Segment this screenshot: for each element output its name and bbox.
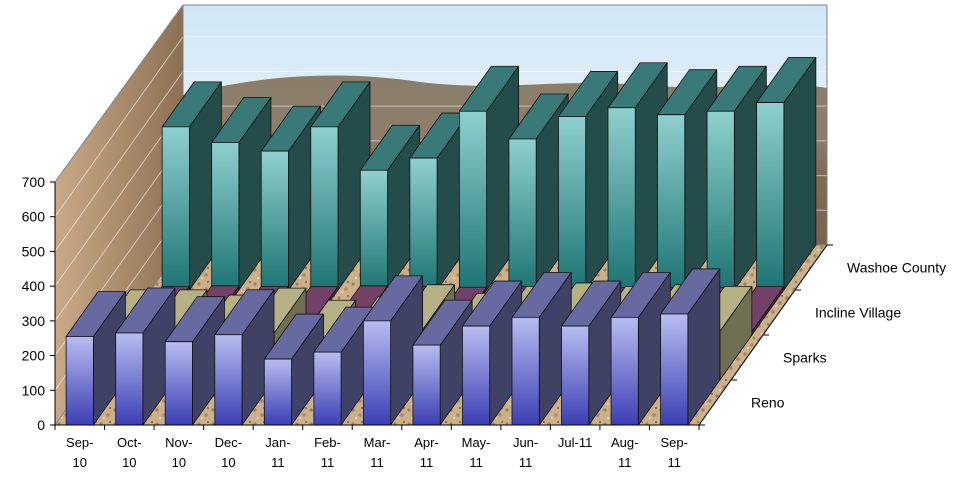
x-tick-label: Jul-11 bbox=[558, 435, 592, 450]
x-tick-label: Sep-11 bbox=[660, 435, 687, 470]
y-tick-label: 400 bbox=[22, 278, 46, 294]
x-tick-label: Apr-11 bbox=[414, 435, 439, 470]
series-label: Sparks bbox=[783, 350, 827, 366]
bar bbox=[310, 81, 371, 291]
y-tick-label: 500 bbox=[22, 243, 46, 259]
bar bbox=[263, 313, 324, 426]
bar bbox=[211, 97, 272, 291]
bar bbox=[458, 65, 520, 291]
y-tick-label: 300 bbox=[22, 313, 46, 329]
bar bbox=[65, 291, 126, 426]
series-label: Reno bbox=[751, 395, 785, 411]
bar bbox=[115, 287, 176, 426]
x-tick-label: Oct-10 bbox=[117, 435, 142, 470]
bar bbox=[610, 271, 671, 426]
y-tick-label: 100 bbox=[22, 382, 46, 398]
x-tick-label: May-11 bbox=[462, 435, 491, 470]
y-tick-label: 600 bbox=[22, 209, 46, 225]
bar bbox=[660, 268, 721, 426]
x-tick-label: Mar-11 bbox=[364, 435, 391, 470]
x-tick-label: Nov-10 bbox=[165, 435, 192, 470]
x-axis-tick-labels: Sep-10 Oct-10 Nov-10 Dec-10 Jan-11 Feb-11 Mar-… bbox=[54, 425, 700, 470]
x-tick-label: Jun-11 bbox=[513, 435, 538, 470]
x-tick-label: Feb-11 bbox=[314, 435, 341, 470]
series-reno bbox=[65, 268, 721, 426]
y-tick-label: 700 bbox=[22, 174, 46, 190]
y-axis-tick-labels: 0 100 200 300 400 500 600 700 bbox=[22, 174, 55, 433]
depth-axis-series-labels: Reno Sparks Incline Village Washoe County bbox=[699, 244, 946, 426]
x-tick-label: Jan-11 bbox=[265, 435, 290, 470]
x-tick-label: Aug-11 bbox=[611, 435, 638, 470]
x-tick-label: Dec-10 bbox=[215, 435, 242, 470]
y-tick-label: 200 bbox=[22, 348, 46, 364]
y-tick-label: 0 bbox=[37, 417, 45, 433]
series-label: Washoe County bbox=[847, 260, 946, 276]
series-washoe-county bbox=[161, 57, 817, 291]
x-tick-label: Sep-10 bbox=[66, 435, 93, 470]
bar bbox=[164, 296, 225, 426]
bars bbox=[65, 57, 817, 426]
bar bbox=[756, 57, 817, 291]
series-label: Incline Village bbox=[815, 305, 901, 321]
bar bbox=[412, 299, 473, 426]
